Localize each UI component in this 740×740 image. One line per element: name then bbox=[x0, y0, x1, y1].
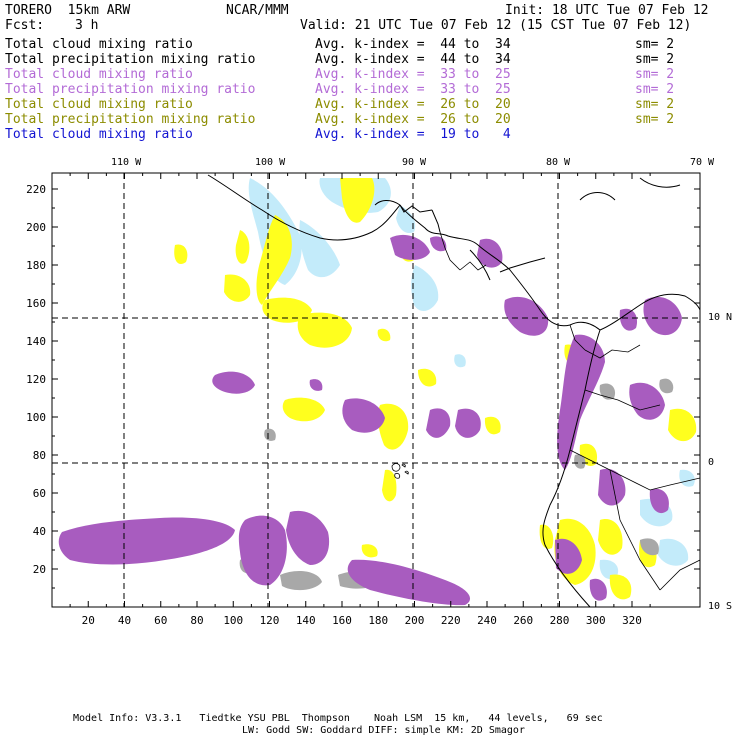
lat-label-0: 0 bbox=[708, 457, 715, 468]
physics-info: LW: Godd SW: Goddard DIFF: simple KM: 2D… bbox=[242, 725, 525, 736]
x-tick-label: 260 bbox=[513, 614, 533, 627]
lon-label-80w: 80 W bbox=[546, 157, 571, 168]
lon-label-90w: 90 W bbox=[402, 157, 427, 168]
lon-label-100w: 100 W bbox=[255, 157, 286, 168]
legend-field: Total cloud mixing ratio bbox=[5, 67, 193, 82]
x-tick-label: 140 bbox=[296, 614, 316, 627]
lon-label-110w: 110 W bbox=[111, 157, 142, 168]
legend-smoothing: sm= 2 bbox=[635, 112, 675, 127]
y-tick-label: 60 bbox=[33, 487, 46, 500]
lat-lon-grid bbox=[52, 173, 700, 607]
init-time: Init: 18 UTC Tue 07 Feb 12 bbox=[505, 3, 709, 18]
y-tick-label: 180 bbox=[26, 259, 46, 272]
organization: NCAR/MMM bbox=[226, 3, 289, 18]
purple-precip-areas bbox=[58, 234, 682, 606]
y-tick-label: 20 bbox=[33, 563, 46, 576]
galapagos-islands bbox=[391, 463, 409, 479]
x-tick-label: 180 bbox=[368, 614, 388, 627]
legend-k-index: Avg. k-index = 44 to 34 bbox=[315, 52, 511, 67]
legend-field: Total cloud mixing ratio bbox=[5, 37, 193, 52]
x-tick-label: 100 bbox=[223, 614, 243, 627]
legend-k-index: Avg. k-index = 19 to 4 bbox=[315, 127, 511, 142]
x-tick-label: 20 bbox=[82, 614, 95, 627]
model-info: Model Info: V3.3.1 Tiedtke YSU PBL Thomp… bbox=[73, 713, 603, 724]
forecast-label: Fcst: bbox=[5, 18, 45, 33]
y-tick-label: 80 bbox=[33, 449, 46, 462]
y-tick-label: 220 bbox=[26, 183, 46, 196]
x-tick-label: 280 bbox=[550, 614, 570, 627]
x-tick-label: 60 bbox=[154, 614, 167, 627]
coastlines bbox=[207, 174, 701, 608]
x-tick-label: 80 bbox=[190, 614, 203, 627]
x-tick-label: 120 bbox=[260, 614, 280, 627]
legend-k-index: Avg. k-index = 26 to 20 bbox=[315, 112, 511, 127]
lat-label-10n: 10 N bbox=[708, 312, 733, 323]
x-tick-label: 160 bbox=[332, 614, 352, 627]
forecast-value: 3 h bbox=[75, 18, 99, 33]
model-title: TORERO 15km ARW bbox=[5, 3, 131, 18]
legend-smoothing: sm= 2 bbox=[635, 52, 675, 67]
x-tick-label: 40 bbox=[118, 614, 131, 627]
y-tick-label: 40 bbox=[33, 525, 46, 538]
x-tick-label: 240 bbox=[477, 614, 497, 627]
x-tick-label: 320 bbox=[622, 614, 642, 627]
legend-smoothing: sm= 2 bbox=[635, 37, 675, 52]
legend-smoothing: sm= 2 bbox=[635, 67, 675, 82]
legend-smoothing: sm= 2 bbox=[635, 82, 675, 97]
y-tick-label: 140 bbox=[26, 335, 46, 348]
y-tick-label: 100 bbox=[26, 411, 46, 424]
country-borders bbox=[439, 231, 701, 591]
y-tick-label: 160 bbox=[26, 297, 46, 310]
legend-field: Total cloud mixing ratio bbox=[5, 97, 193, 112]
legend-k-index: Avg. k-index = 26 to 20 bbox=[315, 97, 511, 112]
legend-k-index: Avg. k-index = 44 to 34 bbox=[315, 37, 511, 52]
lon-label-70w: 70 W bbox=[690, 157, 715, 168]
x-tick-label: 220 bbox=[441, 614, 461, 627]
legend-field: Total precipitation mixing ratio bbox=[5, 82, 256, 97]
legend-k-index: Avg. k-index = 33 to 25 bbox=[315, 82, 511, 97]
legend-field: Total cloud mixing ratio bbox=[5, 127, 193, 142]
legend-field: Total precipitation mixing ratio bbox=[5, 52, 256, 67]
map-frame bbox=[51, 172, 701, 608]
lat-label-10s: 10 S bbox=[708, 601, 733, 612]
valid-time: Valid: 21 UTC Tue 07 Feb 12 (15 CST Tue … bbox=[300, 18, 692, 33]
legend-smoothing: sm= 2 bbox=[635, 97, 675, 112]
y-tick-label: 200 bbox=[26, 221, 46, 234]
legend-field: Total precipitation mixing ratio bbox=[5, 112, 256, 127]
x-tick-label: 200 bbox=[405, 614, 425, 627]
y-tick-label: 120 bbox=[26, 373, 46, 386]
x-tick-label: 300 bbox=[586, 614, 606, 627]
legend-k-index: Avg. k-index = 33 to 25 bbox=[315, 67, 511, 82]
